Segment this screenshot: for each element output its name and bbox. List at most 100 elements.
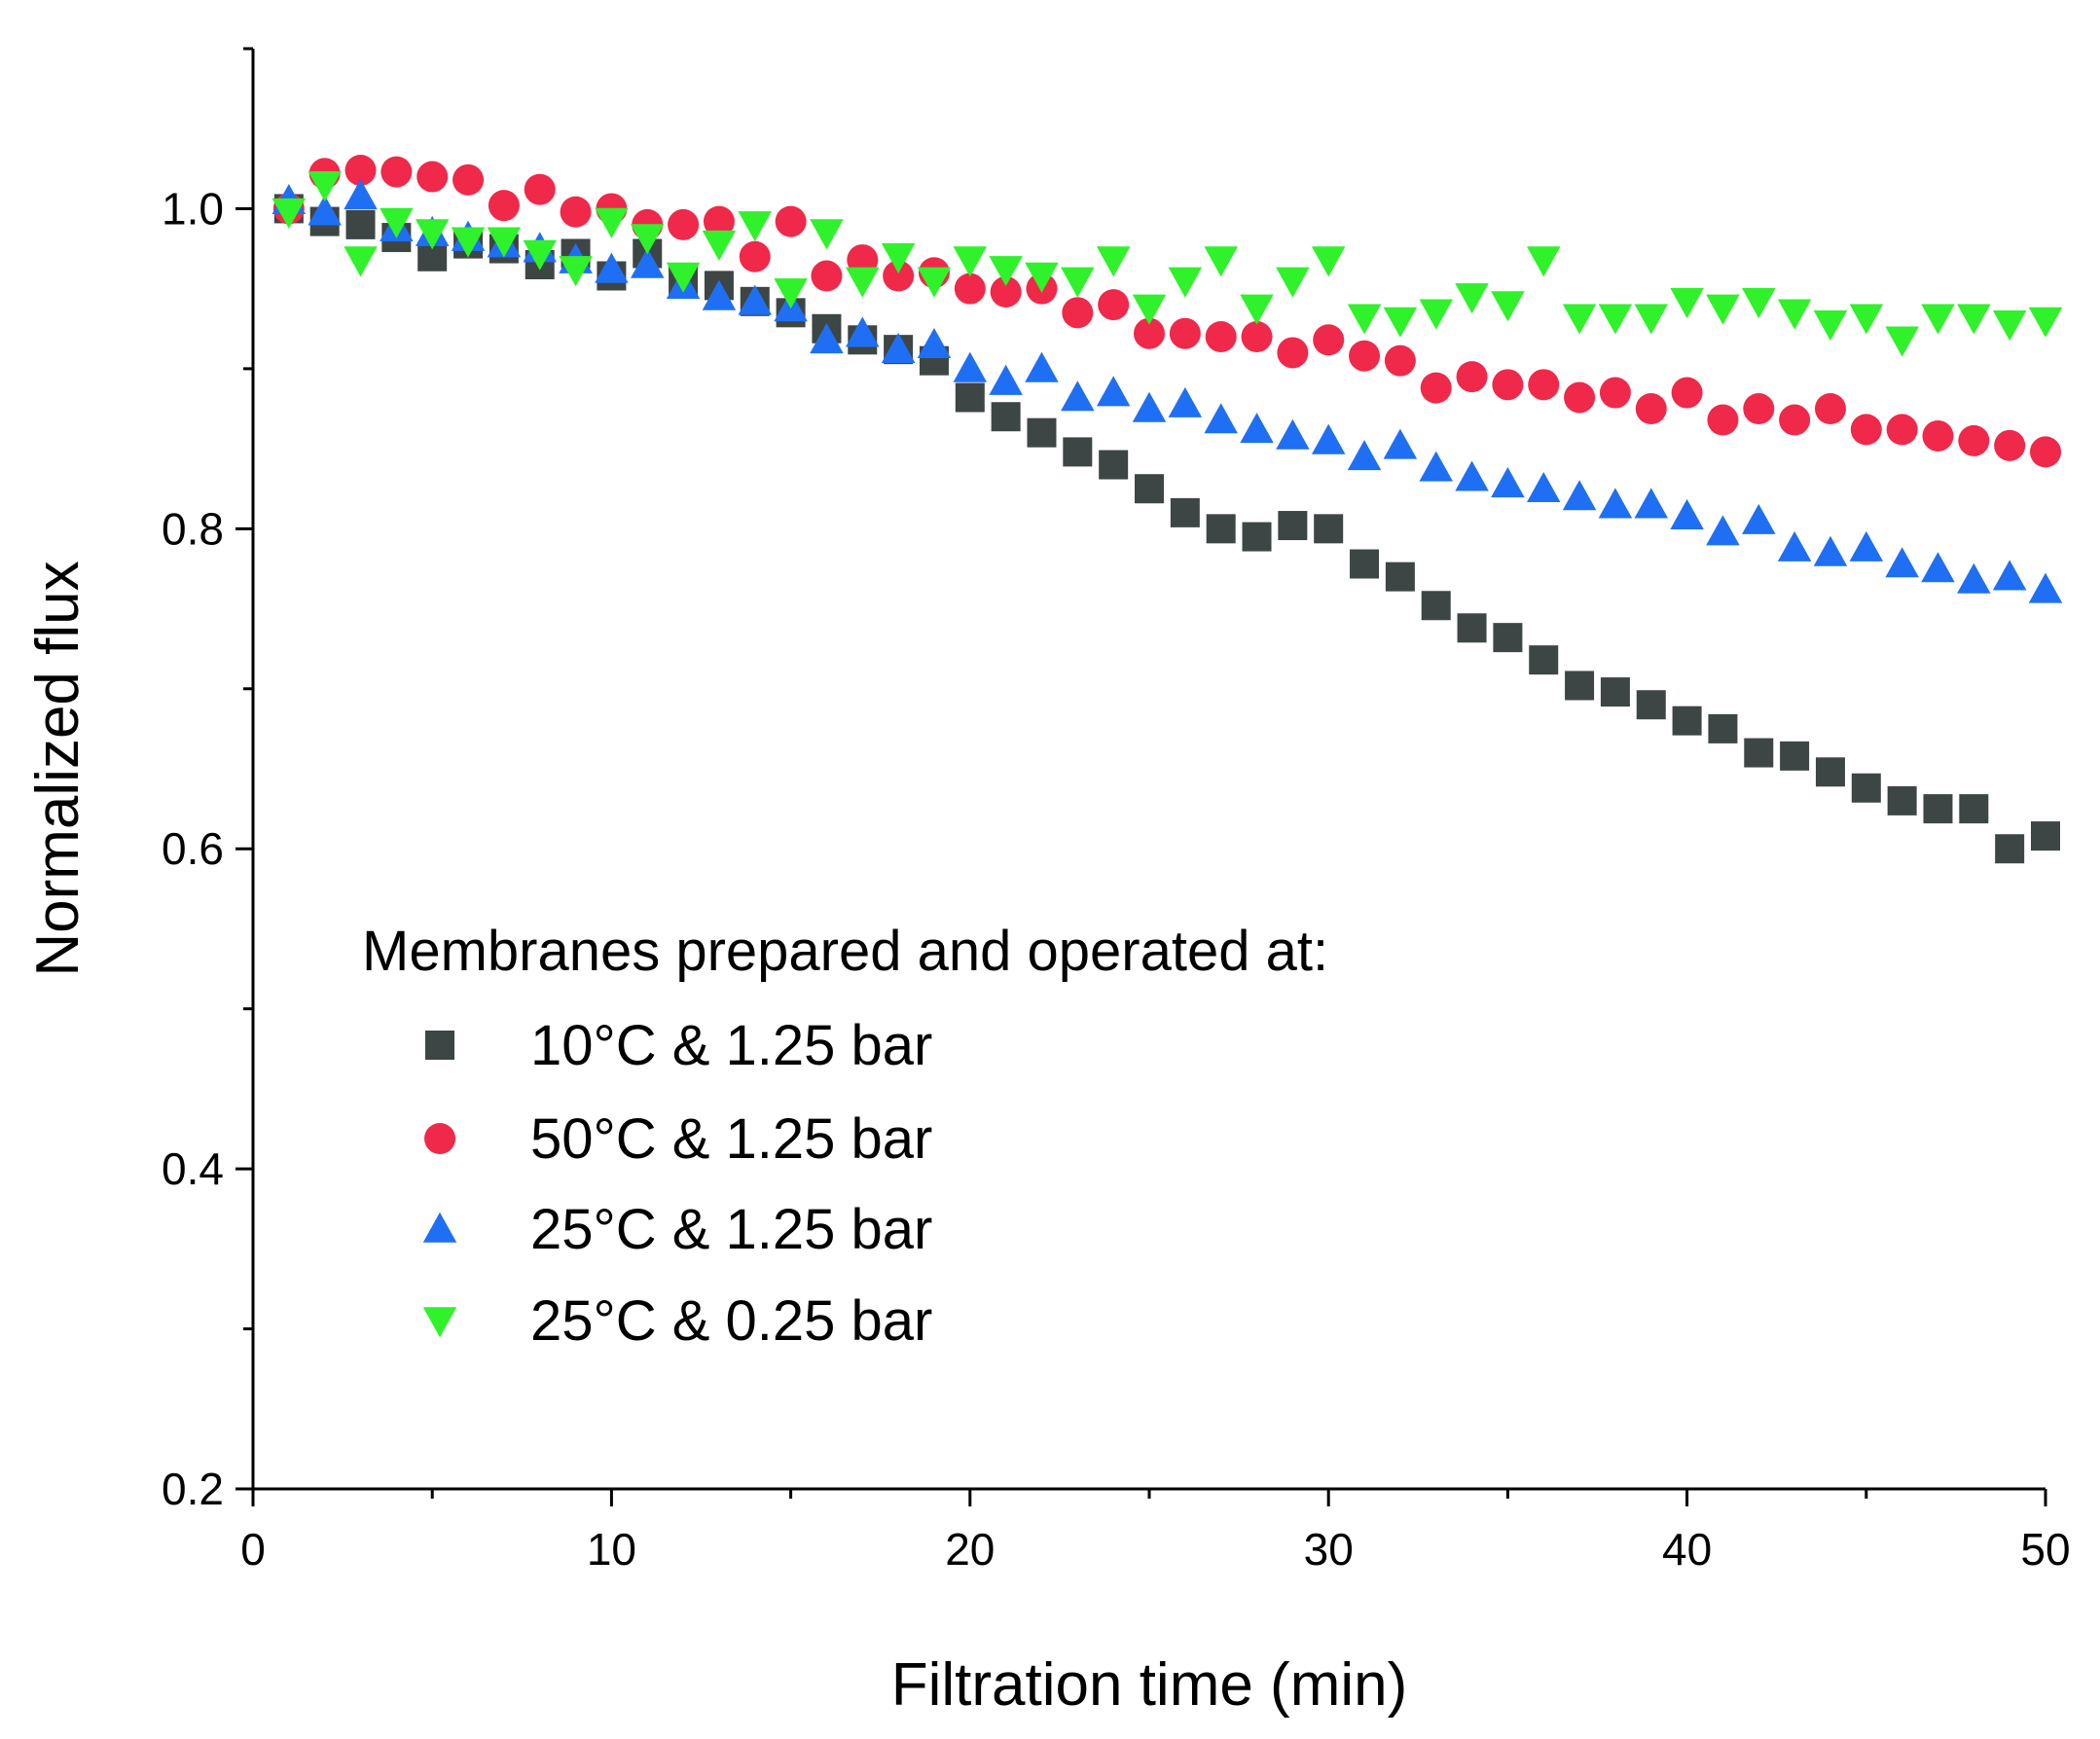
data-point xyxy=(1311,246,1346,277)
data-point xyxy=(1526,471,1561,503)
data-point xyxy=(1885,326,1919,357)
y-tick-label: 0.6 xyxy=(162,823,224,874)
data-point xyxy=(344,246,378,277)
data-point xyxy=(595,207,629,238)
data-point xyxy=(1562,304,1597,335)
data-point xyxy=(1958,424,1990,456)
legend: Membranes prepared and operated at: 10°C… xyxy=(362,920,1328,1353)
data-point xyxy=(1135,474,1164,504)
data-point xyxy=(1277,337,1309,369)
data-point xyxy=(1025,351,1059,382)
data-point xyxy=(954,272,986,305)
x-tick-label: 10 xyxy=(587,1524,636,1575)
data-point xyxy=(1419,299,1453,330)
data-point xyxy=(1529,645,1559,675)
data-point xyxy=(917,267,952,298)
data-point xyxy=(989,364,1023,395)
data-point xyxy=(1635,393,1667,424)
data-point xyxy=(523,239,557,271)
data-point xyxy=(1456,361,1488,393)
data-point xyxy=(738,284,773,315)
data-point xyxy=(344,179,378,210)
y-tick-label: 0.8 xyxy=(162,503,224,554)
data-point xyxy=(1957,304,1991,335)
data-point xyxy=(1347,440,1382,471)
data-point xyxy=(1670,498,1704,529)
data-point xyxy=(1061,267,1095,298)
data-point xyxy=(1562,480,1597,511)
data-point xyxy=(1815,757,1845,787)
data-point xyxy=(1383,307,1418,338)
data-point xyxy=(1526,246,1561,277)
y-axis-title: Normalized flux xyxy=(24,561,91,976)
data-point xyxy=(702,279,737,310)
data-point xyxy=(1707,404,1739,436)
data-point xyxy=(1421,591,1451,621)
plot-axes: 0 10 20 30 40 50 0.2 0.4 0.6 0.8 1.0 xyxy=(162,47,2071,1575)
data-point xyxy=(1887,785,1917,815)
data-point xyxy=(1742,503,1776,534)
data-point xyxy=(1062,297,1094,329)
data-point xyxy=(1455,283,1489,314)
data-point xyxy=(1849,530,1884,562)
data-point xyxy=(668,208,700,240)
data-point xyxy=(1455,460,1489,491)
data-point xyxy=(559,256,593,287)
data-point xyxy=(1241,321,1273,352)
data-point xyxy=(1636,690,1666,720)
data-point xyxy=(2031,821,2060,851)
data-point xyxy=(1564,381,1596,414)
data-point xyxy=(2030,436,2061,468)
data-point xyxy=(1813,310,1848,342)
data-point xyxy=(739,240,771,272)
data-point xyxy=(595,252,629,283)
data-point xyxy=(846,267,880,298)
legend-items: 10°C & 1.25 bar 50°C & 1.25 bar 25°C & 1.2… xyxy=(422,1014,932,1353)
data-point xyxy=(1134,317,1165,349)
data-point xyxy=(416,161,449,193)
data-point xyxy=(1240,294,1274,325)
data-point xyxy=(344,154,377,186)
data-point xyxy=(1850,414,1882,446)
data-point xyxy=(1491,291,1525,322)
data-point xyxy=(881,242,916,274)
data-point xyxy=(1922,419,1954,452)
data-point xyxy=(1706,294,1740,325)
data-point xyxy=(775,205,807,237)
data-point xyxy=(1634,488,1669,519)
data-point xyxy=(1063,437,1093,467)
data-point xyxy=(1347,304,1382,335)
legend-label: 10°C & 1.25 bar xyxy=(530,1014,932,1077)
data-point xyxy=(488,190,520,222)
data-point xyxy=(991,402,1021,432)
data-point xyxy=(1349,340,1381,372)
data-point xyxy=(1634,304,1669,335)
data-point xyxy=(1923,794,1953,824)
x-tick-label: 0 xyxy=(240,1524,266,1575)
data-point xyxy=(1780,741,1810,771)
data-point xyxy=(1744,738,1774,768)
data-point xyxy=(1132,294,1167,325)
data-point xyxy=(917,327,952,359)
data-point xyxy=(1206,514,1236,544)
data-point xyxy=(1598,304,1633,335)
data-point xyxy=(1992,560,2027,591)
x-tick-label: 30 xyxy=(1304,1524,1354,1575)
data-point xyxy=(1314,514,1344,544)
x-tick-label: 50 xyxy=(2020,1524,2070,1575)
data-point xyxy=(1921,304,1955,335)
data-point xyxy=(1921,552,1955,583)
data-point xyxy=(1779,404,1811,436)
data-point xyxy=(1168,267,1203,298)
data-point xyxy=(811,260,843,292)
data-point xyxy=(380,207,414,238)
data-point xyxy=(2028,572,2063,603)
data-point xyxy=(1777,530,1812,562)
data-point xyxy=(415,219,450,250)
data-point xyxy=(1995,834,2025,864)
data-point xyxy=(1849,304,1884,335)
data-point xyxy=(1276,418,1310,450)
data-point xyxy=(1886,414,1918,446)
data-point xyxy=(666,262,701,293)
y-tick-label: 0.4 xyxy=(162,1143,224,1194)
